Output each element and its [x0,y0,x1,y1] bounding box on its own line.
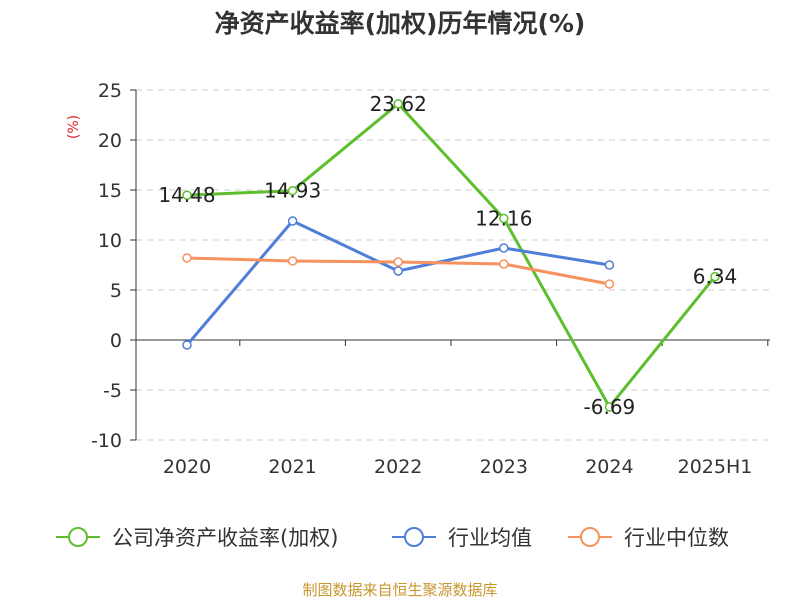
data-label: 23.62 [370,92,427,116]
data-label: 6.34 [693,265,738,289]
chart-title: 净资产收益率(加权)历年情况(%) [215,9,586,38]
data-point [604,260,615,270]
data-point [604,279,615,289]
data-label: 14.48 [158,183,215,207]
x-tick-label: 2025H1 [678,456,753,478]
data-point [604,402,615,412]
data-point [499,243,509,253]
grid-layer [136,89,770,441]
y-tick-label: 0 [110,330,122,352]
legend-label: 公司净资产收益率(加权) [112,526,338,550]
series-layer [182,99,720,412]
y-axis-label: (%) [66,115,82,139]
legend-marker [580,527,600,547]
data-point [393,99,403,109]
x-tick-label: 2024 [585,456,633,478]
x-tick-label: 2023 [480,456,528,478]
y-tick-label: -5 [103,380,122,402]
data-point [287,185,298,196]
data-point [499,259,509,269]
x-tick-label: 2020 [163,456,211,478]
legend-label: 行业均值 [448,526,532,550]
data-label: -6.69 [584,395,636,419]
legend-marker [404,527,424,547]
data-point [182,253,192,263]
x-tick-label: 2022 [374,456,422,478]
y-tick-label: 20 [98,130,122,152]
data-point [287,256,298,266]
axis-layer: 25 20 15 10 5 0 -5 -10 2020 2021 2022 2023 2024 2025H… [91,80,770,478]
data-point [499,213,509,224]
data-label-layer: 14.48 14.93 23.62 12.16 -6.69 6.34 [158,92,737,419]
y-tick-label: 25 [98,80,122,102]
data-point [287,216,298,226]
legend-label: 行业中位数 [624,526,729,550]
legend-marker [68,527,88,547]
series-line-1 [186,102,717,409]
source-note: 制图数据来自恒生聚源数据库 [302,581,497,599]
data-label: 12.16 [475,206,532,230]
legend-item: 公司净资产收益率(加权) [56,526,338,550]
data-point [393,266,403,276]
legend: 公司净资产收益率(加权) 行业均值 行业中位数 [56,526,729,550]
data-point [393,257,403,267]
data-point [710,271,720,282]
data-point [182,340,192,350]
y-tick-label: 15 [98,180,122,202]
y-tick-label: 10 [98,230,122,252]
x-tick-label: 2021 [268,456,316,478]
y-tick-label: 5 [110,280,122,302]
legend-item: 行业均值 [392,526,532,550]
data-label: 14.93 [264,179,321,203]
data-point [182,190,192,200]
y-tick-label: -10 [91,430,122,452]
legend-item: 行业中位数 [568,526,729,550]
